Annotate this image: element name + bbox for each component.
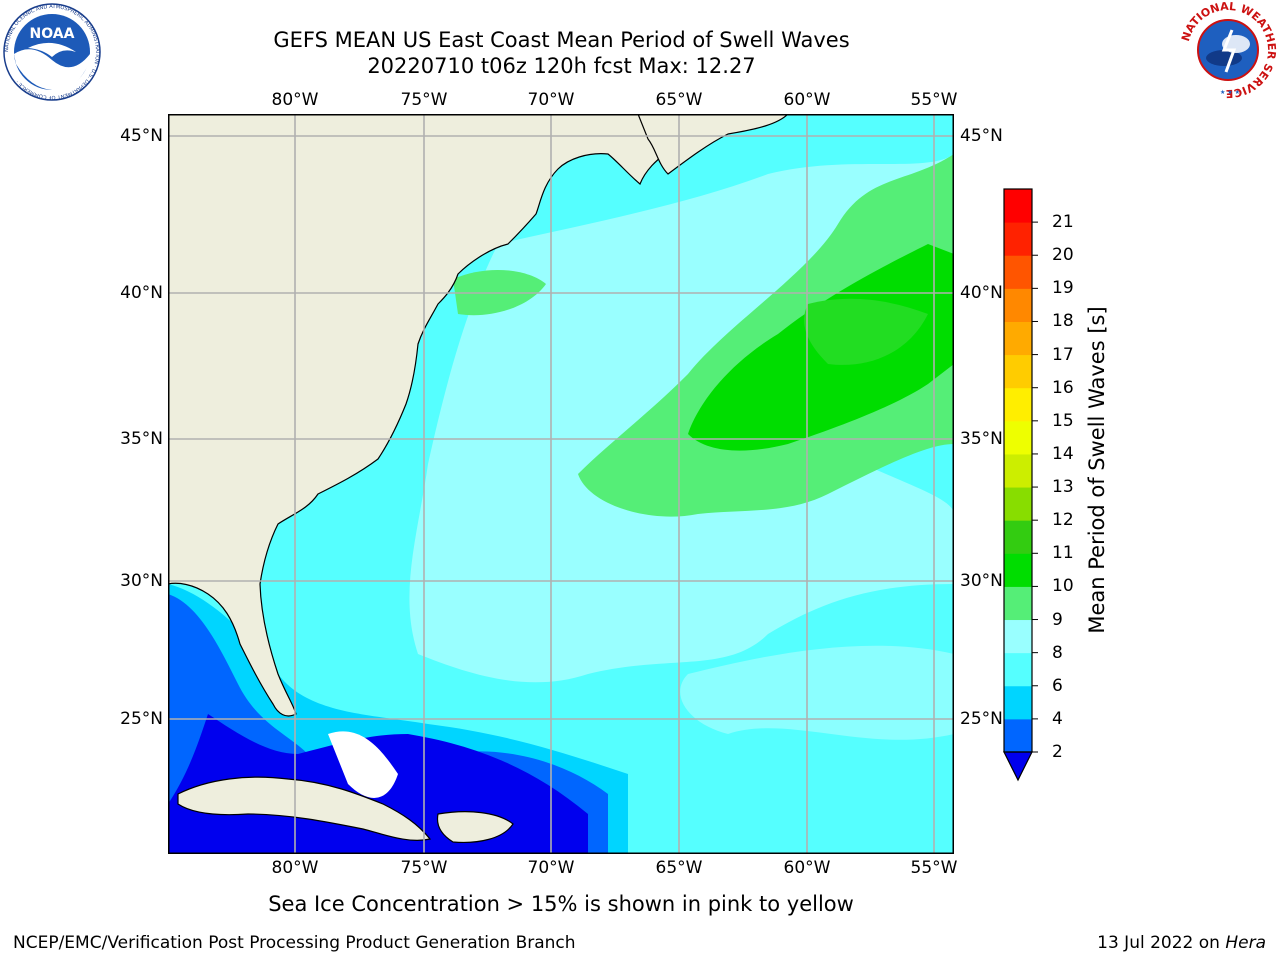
colorbar-tick-label: 9 bbox=[1052, 609, 1063, 630]
colorbar-band bbox=[1004, 553, 1032, 587]
colorbar-band bbox=[1004, 520, 1032, 554]
colorbar-band bbox=[1004, 321, 1032, 356]
lon-tick-bottom: 80°W bbox=[271, 858, 319, 878]
footer-host: Hera bbox=[1225, 933, 1266, 953]
svg-text:★ ★ ★: ★ ★ ★ bbox=[1220, 89, 1240, 96]
lat-tick-right: 40°N bbox=[960, 283, 1003, 303]
chart-subtitle: 20220710 t06z 120h fcst Max: 12.27 bbox=[367, 54, 756, 78]
lat-tick-right: 45°N bbox=[960, 126, 1003, 146]
land-cuba bbox=[177, 776, 432, 841]
land-nova-scotia bbox=[637, 114, 789, 175]
colorbar-outline bbox=[1003, 188, 1033, 753]
lon-tick-bottom: 60°W bbox=[783, 858, 831, 878]
map-area bbox=[168, 114, 954, 854]
colorbar-band bbox=[1004, 586, 1032, 621]
nws-logo: NATIONAL WEATHER SERVICE ★ ★ ★ bbox=[1179, 0, 1278, 100]
colorbar-tick-label: 21 bbox=[1052, 212, 1074, 233]
lon-tick-top: 60°W bbox=[783, 90, 831, 110]
lon-tick-bottom: 75°W bbox=[400, 858, 448, 878]
colorbar-band bbox=[1004, 387, 1032, 422]
colorbar-tick-label: 13 bbox=[1052, 477, 1074, 498]
colorbar-band bbox=[1004, 189, 1032, 223]
colorbar-band bbox=[1004, 354, 1032, 389]
noaa-logo: NATIONAL OCEANIC AND ATMOSPHERIC ADMINIS… bbox=[3, 3, 101, 101]
colorbar-tick-label: 17 bbox=[1052, 344, 1074, 365]
lat-tick-left: 40°N bbox=[120, 283, 163, 303]
footer-date: 13 Jul 2022 on Hera bbox=[1097, 932, 1266, 954]
colorbar-tick-label: 11 bbox=[1052, 543, 1074, 564]
colorbar-tick-label: 15 bbox=[1052, 410, 1074, 431]
lon-tick-bottom: 65°W bbox=[655, 858, 703, 878]
colorbar-tick-label: 18 bbox=[1052, 311, 1074, 332]
colorbar-tick-label: 8 bbox=[1052, 642, 1063, 663]
colorbar-tick-label: 12 bbox=[1052, 510, 1074, 531]
sea-ice-note: Sea Ice Concentration > 15% is shown in … bbox=[268, 892, 854, 916]
colorbar-tick-label: 20 bbox=[1052, 245, 1074, 266]
colorbar-band bbox=[1004, 255, 1032, 289]
colorbar-tick-label: 19 bbox=[1052, 278, 1074, 299]
colorbar-tick-label: 6 bbox=[1052, 675, 1063, 696]
field-9-10 bbox=[578, 154, 954, 517]
colorbar-tick-label: 2 bbox=[1052, 742, 1063, 762]
colorbar-tick-label: 14 bbox=[1052, 443, 1074, 464]
colorbar-band bbox=[1004, 453, 1032, 488]
no-data-patch bbox=[328, 731, 398, 798]
colorbar bbox=[1003, 188, 1038, 782]
lat-tick-right: 30°N bbox=[960, 571, 1003, 591]
field-8-9-south bbox=[680, 645, 954, 740]
lat-tick-left: 45°N bbox=[120, 126, 163, 146]
lat-tick-left: 35°N bbox=[120, 429, 163, 449]
colorbar-under-arrow bbox=[1003, 751, 1033, 782]
colorbar-tick-label: 10 bbox=[1052, 576, 1074, 597]
colorbar-band bbox=[1004, 487, 1032, 521]
footer-date-text: 13 Jul 2022 on bbox=[1097, 933, 1226, 953]
lon-tick-top: 55°W bbox=[910, 90, 958, 110]
svg-text:NOAA: NOAA bbox=[30, 26, 75, 42]
lon-tick-top: 75°W bbox=[400, 90, 448, 110]
land-hispaniola bbox=[436, 811, 514, 844]
colorbar-band bbox=[1004, 288, 1032, 322]
lon-tick-bottom: 55°W bbox=[910, 858, 958, 878]
colorbar-band bbox=[1004, 685, 1032, 720]
colorbar-band bbox=[1004, 222, 1032, 256]
lat-tick-right: 25°N bbox=[960, 709, 1003, 729]
graticule bbox=[168, 114, 954, 854]
chart-title: GEFS MEAN US East Coast Mean Period of S… bbox=[273, 28, 850, 52]
lon-tick-bottom: 70°W bbox=[527, 858, 575, 878]
colorbar-title: Mean Period of Swell Waves [s] bbox=[1085, 306, 1109, 634]
colorbar-tick-label: 16 bbox=[1052, 377, 1074, 398]
colorbar-tick-label: 4 bbox=[1052, 708, 1063, 729]
colorbar-band bbox=[1004, 420, 1032, 455]
lon-tick-top: 65°W bbox=[655, 90, 703, 110]
colorbar-band bbox=[1004, 718, 1032, 753]
colorbar-band bbox=[1004, 619, 1032, 654]
field-10-11-b bbox=[804, 298, 928, 365]
lat-tick-left: 25°N bbox=[120, 709, 163, 729]
lon-tick-top: 80°W bbox=[271, 90, 319, 110]
lat-tick-right: 35°N bbox=[960, 429, 1003, 449]
colorbar-band bbox=[1004, 652, 1032, 687]
lat-tick-left: 30°N bbox=[120, 571, 163, 591]
footer-credit: NCEP/EMC/Verification Post Processing Pr… bbox=[13, 933, 576, 953]
lon-tick-top: 70°W bbox=[527, 90, 575, 110]
